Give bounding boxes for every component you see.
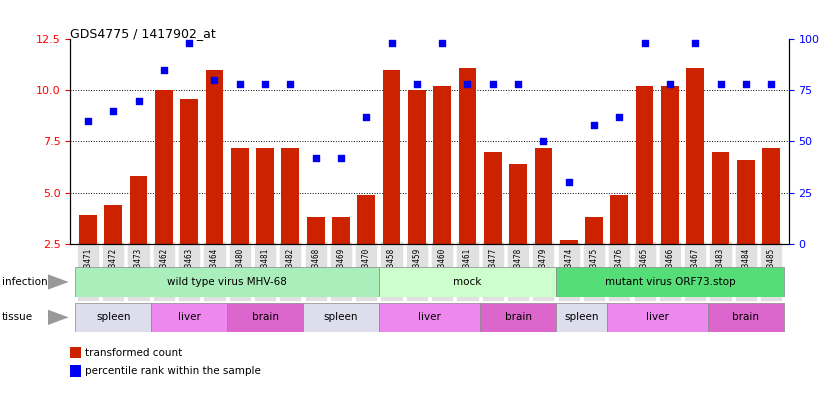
Bar [332,217,350,244]
Bar [75,303,151,332]
Point [284,81,297,87]
Bar [155,90,173,244]
Point [613,114,626,120]
Bar [712,152,729,244]
Bar [610,195,628,244]
Bar [636,86,653,244]
Point [385,40,398,46]
Bar [484,152,501,244]
Point [765,81,778,87]
Point [81,118,94,124]
Point [487,81,500,87]
Bar [408,90,425,244]
Point [663,81,676,87]
Point [411,81,424,87]
Point [335,155,348,161]
Text: mutant virus ORF73.stop: mutant virus ORF73.stop [605,277,735,287]
Bar [708,303,784,332]
Point [208,77,221,83]
Bar [585,217,603,244]
Bar [509,164,527,244]
Bar [130,176,147,244]
Bar [303,303,379,332]
Bar [70,347,81,358]
Point [537,138,550,145]
Point [435,40,449,46]
Bar [79,215,97,244]
Point [183,40,196,46]
Bar [434,86,451,244]
Bar [606,303,708,332]
Text: liver: liver [178,312,201,322]
Bar [560,240,577,244]
Point [714,81,727,87]
Point [359,114,373,120]
Text: liver: liver [418,312,441,322]
Bar [206,70,223,244]
Bar [379,303,480,332]
Bar [104,205,122,244]
Point [461,81,474,87]
Point [511,81,525,87]
Text: spleen: spleen [564,312,599,322]
Bar [306,217,325,244]
Text: brain: brain [252,312,278,322]
Bar [382,70,401,244]
Bar [70,365,81,377]
Bar [686,68,704,244]
Point [638,40,651,46]
Point [562,179,575,185]
Bar [227,303,303,332]
Text: GDS4775 / 1417902_at: GDS4775 / 1417902_at [70,28,216,40]
Point [132,97,145,104]
Point [689,40,702,46]
Bar [282,148,299,244]
Bar [737,160,755,244]
Text: brain: brain [733,312,759,322]
Bar [458,68,477,244]
Point [107,108,120,114]
Point [587,122,601,128]
Bar [556,303,606,332]
Point [259,81,272,87]
Bar [379,267,556,297]
Bar [151,303,227,332]
Text: spleen: spleen [324,312,358,322]
Polygon shape [48,274,69,290]
Bar [534,148,553,244]
Text: liver: liver [646,312,669,322]
Point [233,81,246,87]
Text: percentile rank within the sample: percentile rank within the sample [85,366,260,376]
Point [157,67,170,73]
Bar [256,148,274,244]
Point [309,155,322,161]
Text: brain: brain [505,312,532,322]
Text: wild type virus MHV-68: wild type virus MHV-68 [167,277,287,287]
Bar [180,99,198,244]
Point [739,81,752,87]
Bar [480,303,556,332]
Text: tissue: tissue [2,312,33,322]
Text: spleen: spleen [96,312,131,322]
Bar [762,148,780,244]
Bar [75,267,379,297]
Bar [556,267,784,297]
Bar [358,195,375,244]
Bar [231,148,249,244]
Bar [661,86,679,244]
Text: mock: mock [453,277,482,287]
Polygon shape [48,310,69,325]
Text: transformed count: transformed count [85,347,182,358]
Text: infection: infection [2,277,47,287]
